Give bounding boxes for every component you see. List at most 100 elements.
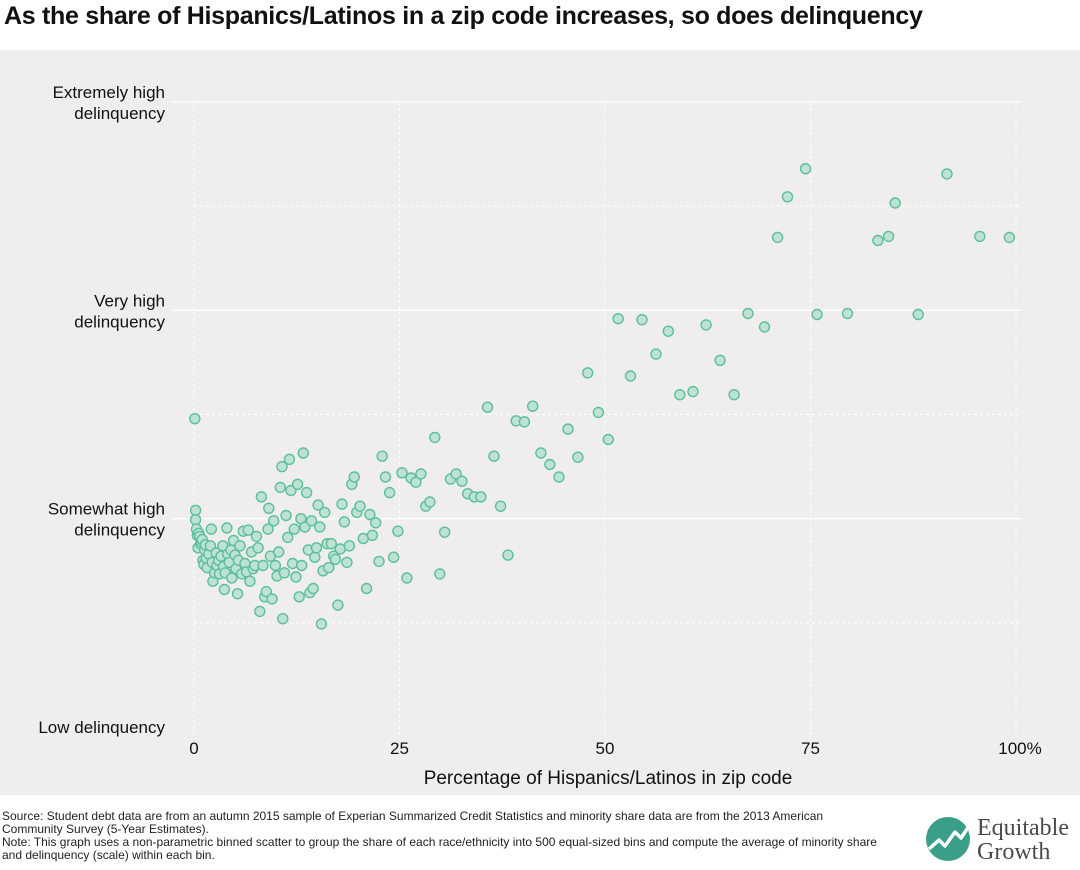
x-tick-labels: 0 25 50 75 100%	[189, 739, 1041, 758]
x-tick-label: 0	[189, 739, 198, 758]
data-point	[650, 348, 662, 360]
data-point	[226, 572, 238, 584]
logo-wordmark: Equitable Growth	[977, 816, 1069, 864]
data-point	[189, 413, 201, 425]
chart-title: As the share of Hispanics/Latinos in a z…	[4, 2, 923, 30]
data-point	[475, 491, 487, 503]
data-point	[260, 585, 272, 598]
data-point	[266, 593, 278, 605]
data-point	[687, 385, 699, 398]
data-point	[624, 370, 637, 382]
data-point	[388, 551, 400, 563]
data-point	[268, 515, 280, 527]
data-point	[592, 406, 605, 419]
data-point	[700, 319, 712, 331]
data-point	[376, 450, 388, 462]
data-point	[341, 556, 353, 569]
data-point	[401, 572, 413, 584]
data-point	[273, 546, 285, 558]
data-point	[527, 400, 539, 412]
data-point	[728, 389, 740, 401]
data-point	[332, 599, 344, 611]
growth-chart-icon	[926, 817, 971, 861]
data-point	[572, 451, 584, 463]
data-point	[562, 423, 574, 435]
data-point	[553, 471, 565, 483]
data-point	[325, 538, 337, 550]
data-points	[189, 162, 1016, 630]
footer-notes: Source: Student debt data are from an au…	[2, 810, 882, 862]
data-point	[257, 559, 269, 572]
grid-lines	[172, 101, 1022, 735]
x-tick-label: 50	[596, 739, 615, 758]
equitable-growth-logo: Equitable Growth	[925, 816, 1080, 866]
y-tick-label: Low delinquency	[38, 718, 165, 737]
data-point	[288, 523, 300, 535]
data-point	[714, 354, 726, 366]
data-point	[410, 476, 422, 488]
data-point	[612, 313, 624, 325]
data-point	[811, 308, 823, 321]
data-point	[602, 433, 614, 446]
data-point	[263, 502, 275, 514]
data-point	[278, 567, 291, 579]
data-point	[244, 575, 256, 587]
data-point	[582, 367, 594, 379]
x-tick-label: 25	[390, 739, 409, 758]
data-point	[364, 508, 376, 521]
data-point	[544, 458, 556, 471]
data-point	[771, 231, 784, 244]
data-point	[312, 499, 324, 511]
data-point	[205, 523, 218, 535]
data-point	[481, 401, 494, 413]
data-point	[329, 553, 342, 565]
y-tick-label: Extremely high delinquency	[53, 83, 166, 123]
data-point	[494, 500, 507, 512]
x-axis-label: Percentage of Hispanics/Latinos in zip c…	[424, 768, 793, 789]
data-point	[218, 583, 231, 596]
data-point	[276, 460, 288, 473]
data-point	[535, 447, 547, 459]
data-point	[343, 540, 356, 552]
data-point	[360, 582, 373, 595]
data-point	[300, 486, 313, 499]
data-point	[269, 559, 282, 572]
data-point	[882, 230, 895, 243]
data-point	[396, 467, 408, 479]
data-point	[307, 582, 319, 595]
data-point	[242, 524, 255, 536]
source-note: Source: Student debt data are from an au…	[2, 809, 824, 836]
y-tick-label: Somewhat high delinquency	[48, 500, 166, 540]
data-point	[518, 416, 531, 428]
data-point	[415, 468, 427, 480]
data-point	[315, 618, 328, 630]
data-point	[274, 481, 286, 494]
data-point	[674, 389, 686, 401]
data-point	[348, 471, 360, 483]
data-point	[283, 453, 296, 465]
data-point	[429, 431, 441, 444]
scatter-chart: Low delinquency Somewhat high delinquency V…	[38, 83, 1041, 789]
y-tick-label: Very high delinquency	[74, 291, 165, 331]
data-point	[662, 325, 674, 337]
data-point	[252, 542, 264, 554]
method-note: Note: This graph uses a non-parametric b…	[2, 835, 877, 862]
data-point	[204, 540, 217, 552]
data-point	[974, 230, 986, 243]
data-point	[383, 486, 396, 499]
data-point	[636, 314, 648, 326]
data-point	[305, 515, 318, 527]
data-point	[439, 526, 451, 538]
data-point	[282, 531, 294, 544]
data-point	[373, 555, 385, 568]
data-point	[290, 571, 302, 583]
x-tick-label: 100%	[998, 739, 1041, 758]
data-point	[234, 540, 246, 552]
data-point	[189, 504, 202, 516]
data-point	[323, 561, 335, 574]
data-point	[379, 471, 392, 483]
data-point	[262, 523, 274, 535]
data-point	[488, 450, 500, 462]
data-point	[941, 168, 953, 180]
x-tick-label: 75	[801, 739, 820, 758]
